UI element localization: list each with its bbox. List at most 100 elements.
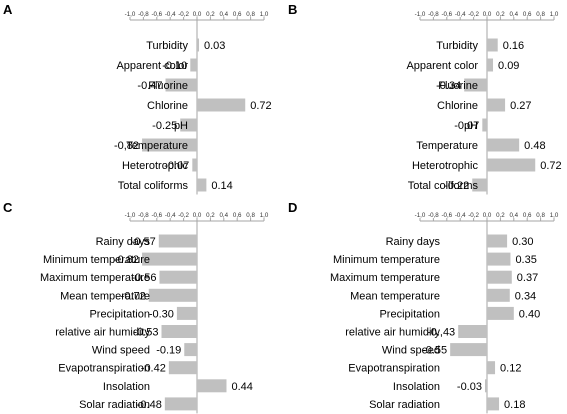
category-label: Maximum temperature — [40, 272, 150, 284]
bar — [458, 325, 487, 338]
x-tick-label: 0,6 — [233, 11, 242, 18]
chart-panel-a: A -1,0 -0,8 -0,6 -0,4 -0,2 0,0 0,2 0,4 0,6 0,8 1,0 T… — [3, 2, 272, 195]
x-tick-label: 0,0 — [483, 11, 492, 18]
x-tick-label: -0,4 — [165, 11, 176, 18]
bar — [176, 306, 197, 320]
chart-panel-c: C -1,0 -0,8 -0,6 -0,4 -0,2 0,0 0,2 0,4 0,6 0,8 1,0 R… — [3, 200, 269, 414]
category-label: Minimum temperature — [43, 254, 150, 266]
x-tick-label: -0,4 — [455, 212, 466, 219]
x-tick-label: 0,2 — [496, 11, 505, 18]
category-label: Wind speed — [382, 345, 440, 357]
bar — [472, 178, 487, 192]
x-tick-label: 1,0 — [260, 11, 269, 18]
bar — [192, 158, 197, 172]
x-tick-label: -0,6 — [441, 212, 452, 219]
bar — [168, 361, 197, 375]
category-label: Maximum temperature — [330, 272, 440, 284]
x-tick-label: 0,6 — [233, 212, 242, 219]
category-label: Insolation — [103, 381, 150, 393]
x-tick-label: -1,0 — [415, 11, 426, 18]
x-tick-label: 1,0 — [260, 212, 269, 219]
panel-label: D — [288, 200, 297, 215]
x-tick-label: -0,8 — [138, 212, 149, 219]
bar — [197, 38, 200, 52]
value-label: 0.12 — [500, 363, 521, 375]
value-label: -0.22 — [444, 180, 469, 192]
value-label: -0.34 — [436, 80, 461, 92]
category-label: Heterotrophic — [412, 160, 479, 172]
category-label: Wind speed — [92, 345, 150, 357]
bar — [487, 288, 510, 302]
x-tick-label: 0,4 — [509, 212, 518, 219]
category-label: Turbidity — [436, 40, 478, 52]
category-label: Mean temperature — [60, 290, 150, 302]
x-tick-label: 0,6 — [523, 212, 532, 219]
x-tick-label: -0,8 — [138, 11, 149, 18]
bar — [159, 270, 197, 284]
panel-label: B — [288, 2, 297, 17]
x-tick-label: 0,0 — [193, 212, 202, 219]
x-tick-label: 1,0 — [550, 212, 559, 219]
x-tick-label: -0,6 — [151, 11, 162, 18]
value-label: 0.18 — [504, 399, 525, 411]
value-label: -0.48 — [137, 399, 162, 411]
x-tick-label: -1,0 — [125, 11, 136, 18]
bar — [487, 306, 514, 320]
bar — [484, 379, 487, 393]
value-label: -0.07 — [164, 160, 189, 172]
category-label: Rainy days — [386, 236, 441, 248]
value-label: -0.47 — [137, 80, 162, 92]
x-tick-label: -1,0 — [415, 212, 426, 219]
category-label: Evapotranspiration — [348, 363, 440, 375]
category-label: Apparent color — [116, 60, 188, 72]
category-label: Chlorine — [147, 100, 188, 112]
bar — [164, 397, 197, 411]
bar — [148, 288, 197, 302]
x-tick-label: 0,4 — [509, 11, 518, 18]
category-label: relative air humidity — [55, 327, 150, 339]
value-label: 0.72 — [540, 160, 561, 172]
category-label: pH — [174, 120, 188, 132]
value-label: -0.10 — [162, 60, 187, 72]
value-label: -0.56 — [131, 272, 156, 284]
category-label: Apparent color — [406, 60, 478, 72]
value-label: 0.34 — [515, 290, 536, 302]
category-label: Insolation — [393, 381, 440, 393]
bar — [184, 343, 197, 357]
value-label: -0.,43 — [427, 327, 455, 339]
value-label: 0.03 — [204, 40, 225, 52]
category-label: Precipitation — [89, 308, 150, 320]
category-label: Total coliforms — [118, 180, 189, 192]
x-tick-label: 0,8 — [536, 11, 545, 18]
x-tick-label: 0,0 — [193, 11, 202, 18]
value-label: -0.30 — [149, 308, 174, 320]
x-tick-label: 0,8 — [246, 212, 255, 219]
chart-panel-b: B -1,0 -0,8 -0,6 -0,4 -0,2 0,0 0,2 0,4 0,6 0,8 1,0 T… — [288, 2, 562, 195]
x-tick-label: -0,8 — [428, 212, 439, 219]
value-label: 0.30 — [512, 236, 533, 248]
value-label: -0.57 — [131, 236, 156, 248]
x-tick-label: -0,6 — [151, 212, 162, 219]
bar — [165, 78, 197, 92]
bar — [487, 361, 496, 375]
x-tick-label: -0,2 — [178, 212, 189, 219]
category-label: pH — [464, 120, 478, 132]
bar — [161, 325, 197, 338]
category-label: relative air humidity — [345, 327, 440, 339]
bar — [464, 78, 487, 92]
category-label: Mean temperature — [350, 290, 440, 302]
category-label: Fluorine — [148, 80, 188, 92]
category-label: Minimum temperature — [333, 254, 440, 266]
chart-panel-d: D -1,0 -0,8 -0,6 -0,4 -0,2 0,0 0,2 0,4 0,6 0,8 1,0 R… — [288, 200, 559, 414]
bar — [197, 379, 227, 393]
value-label: 0.14 — [211, 180, 232, 192]
bar — [487, 252, 511, 266]
bar — [487, 98, 506, 112]
category-label: Temperature — [416, 140, 478, 152]
bar — [487, 158, 536, 172]
x-tick-label: 0,2 — [206, 212, 215, 219]
category-label: Turbidity — [146, 40, 188, 52]
bar — [197, 98, 246, 112]
value-label: -0.25 — [152, 120, 177, 132]
category-label: Precipitation — [379, 308, 440, 320]
